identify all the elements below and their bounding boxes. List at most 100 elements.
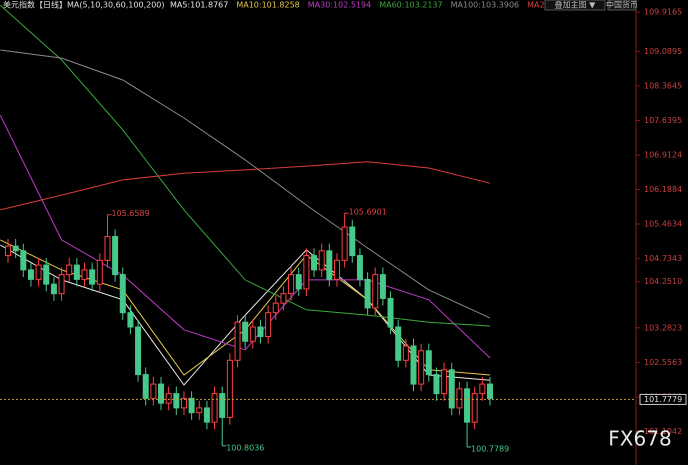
candle-body [58,274,65,295]
candle-body [303,255,310,290]
y-tick-label: 103.2823 [644,323,682,332]
candle-body [318,250,325,271]
annotation: 100.7789 [471,444,509,453]
candle-body [433,374,440,395]
candle-body [265,312,272,337]
candle-body [341,226,348,261]
candle-body [441,369,448,395]
candle-body [180,397,187,409]
candle-body [356,255,363,280]
header-bar [0,0,636,10]
watermark: FX678 [608,427,671,451]
candle-body [410,345,417,385]
subtitle: MA(5,10,30,60,100,200) [67,1,165,10]
candle-body [326,250,333,280]
candle-body [150,383,157,399]
candle-body [35,264,42,280]
candle-body [96,259,103,285]
candle-body [395,326,402,361]
candle-body [479,383,486,395]
candle-body [20,250,27,271]
y-tick-label: 104.7343 [644,254,682,263]
candle-body [142,374,149,399]
legend-entry: MA5:101.8767 [170,1,228,10]
button-label[interactable]: 中国货币 [606,0,638,10]
candle-body [158,383,165,404]
candle-body [234,321,241,361]
annotation: 105.6901 [349,208,387,217]
candle-body [127,312,134,328]
y-tick-label: 106.9124 [644,151,682,160]
legend-entry: MA30:102.5194 [308,1,371,10]
candle-body [288,274,295,295]
y-tick-label: 107.6395 [644,116,682,125]
candle-body [333,259,340,280]
candle-body [226,359,233,418]
candle-body [418,350,425,385]
annotation: 105.6589 [111,209,149,218]
candle-body [119,274,126,314]
candle-body [173,393,180,409]
candle-body [89,269,96,285]
candle-body [188,397,195,414]
candle-body [456,388,463,409]
candle-body [81,269,88,280]
candle-body [364,278,371,309]
candle-body [464,388,471,423]
candle-body [66,264,73,276]
candle-body [448,369,455,409]
candle-body [211,393,218,423]
candle-body [203,407,210,423]
candle-body [311,255,318,271]
button[interactable] [607,0,637,11]
y-tick-label: 101.1042 [644,427,682,436]
button[interactable] [544,0,606,11]
y-tick-label: 104.2510 [644,277,682,286]
legend-entry: MA100:103.3906 [451,1,520,10]
ma-line [0,114,491,359]
candle-body [12,245,19,252]
candle-body [135,326,142,376]
candle-body [280,293,287,304]
button-label[interactable]: 叠加主图 ▼ [555,0,597,10]
candle-body [295,274,302,290]
ma-line [0,4,491,327]
candle-body [73,264,80,280]
y-tick-label: 102.5563 [644,358,682,367]
candle-body [104,236,111,261]
ma-line [0,49,491,319]
candle-body [379,274,386,299]
legend-entry: MA10:101.8258 [236,1,299,10]
last-price-box [639,393,687,405]
candle-body [387,297,394,328]
candle-body [272,302,279,314]
candle-body [196,407,203,414]
y-tick-label: 105.4634 [644,220,682,229]
y-tick-label: 106.1884 [644,185,682,194]
candle-body [5,245,11,257]
chart-title: 美元指数【日线】 [3,0,67,10]
y-tick-label: 109.0895 [644,47,682,56]
y-tick-label: 108.3645 [644,81,682,90]
candle-body [219,393,226,418]
candle-body [402,345,409,361]
y-tick-label: 109.9165 [644,8,682,17]
candle-body [249,326,256,342]
candle-body [349,226,356,257]
legend-entry: MA60:103.2137 [379,1,442,10]
candle-body [165,393,172,404]
candle-body [112,236,119,276]
last-price-label: 101.7779 [644,395,682,404]
candle-body [487,383,493,399]
candle-body [471,393,478,423]
candle-body [43,264,50,285]
candle-body [242,321,249,342]
ma-line [0,161,491,211]
candle-body [372,274,379,309]
candle-body [50,283,57,295]
candle-body [27,269,34,280]
candle-body [257,326,264,337]
candle-body [425,350,432,376]
annotation: 100.8036 [226,443,264,452]
